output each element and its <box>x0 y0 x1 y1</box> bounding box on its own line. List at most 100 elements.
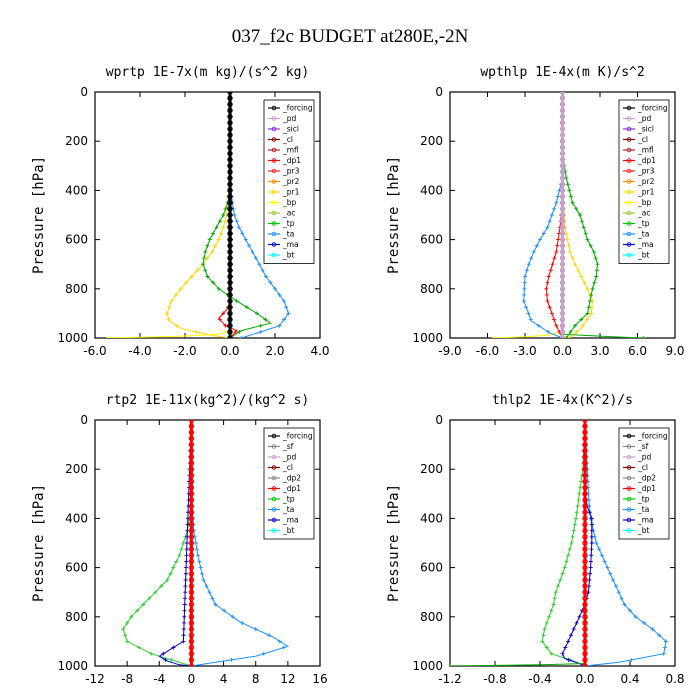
data-point <box>573 262 577 267</box>
legend-entry: _mfl <box>637 146 654 155</box>
data-point <box>213 602 218 607</box>
x-tick-label: 0.0 <box>575 672 594 686</box>
legend-marker <box>626 147 632 153</box>
legend-marker <box>626 168 632 174</box>
data-point <box>184 547 189 552</box>
legend-entry: _pr3 <box>637 167 655 176</box>
data-point <box>579 219 584 224</box>
data-point <box>163 657 168 662</box>
legend-entry: _cl <box>637 135 648 144</box>
data-point <box>195 553 200 558</box>
data-point <box>559 132 566 138</box>
data-point <box>542 627 547 632</box>
y-tick-label: 800 <box>420 610 443 624</box>
legend-marker <box>626 252 632 258</box>
data-point <box>568 249 572 254</box>
data-point <box>273 286 277 291</box>
data-point <box>582 614 588 620</box>
data-point <box>521 299 526 304</box>
legend-marker <box>626 507 632 512</box>
data-point <box>214 225 219 230</box>
legend-entry: _pr1 <box>282 188 300 197</box>
legend-entry: _ac <box>282 209 295 218</box>
data-point <box>546 274 551 279</box>
data-point <box>534 243 539 248</box>
data-point <box>547 305 552 310</box>
data-point <box>559 200 566 206</box>
y-tick-label: 800 <box>420 282 443 296</box>
data-point <box>219 231 223 236</box>
data-point <box>523 274 527 279</box>
data-point <box>592 280 597 285</box>
data-point <box>560 571 565 576</box>
data-point <box>282 299 286 304</box>
data-point <box>227 181 233 187</box>
data-point <box>544 645 549 650</box>
data-point <box>572 522 577 527</box>
legend: _forcing_pd_sicl_cl_mfl_dp1_pr3_pr2_pr1_… <box>618 99 670 264</box>
x-tick-label: 6.0 <box>628 344 647 358</box>
data-point <box>257 262 262 267</box>
legend-entry: _tp <box>282 219 295 228</box>
x-tick-label: 0.4 <box>620 672 639 686</box>
data-point <box>582 601 588 608</box>
legend-marker <box>271 158 277 163</box>
data-point <box>566 639 571 644</box>
legend-marker <box>626 179 632 184</box>
data-point <box>608 571 613 576</box>
data-point <box>141 602 146 607</box>
series-line <box>562 333 644 338</box>
data-point <box>559 144 566 151</box>
x-tick-label: 9.0 <box>665 344 684 358</box>
data-point <box>582 484 588 491</box>
data-point <box>227 138 233 144</box>
y-tick-label: 600 <box>65 233 88 247</box>
panel-title: thlp2 1E-4x(K^2)/s <box>492 393 633 408</box>
data-point <box>588 299 592 304</box>
data-point <box>201 262 205 267</box>
data-point <box>227 132 233 138</box>
legend-entry: _ta <box>282 505 294 514</box>
data-point <box>573 323 577 328</box>
legend-marker <box>271 179 277 184</box>
legend-entry: _forcing <box>282 432 313 441</box>
data-point <box>590 286 595 291</box>
y-tick-label: 400 <box>420 511 443 525</box>
data-point <box>227 212 233 218</box>
legend-entry: _tp <box>282 495 295 504</box>
data-point <box>227 92 233 95</box>
data-point <box>227 335 233 338</box>
data-point <box>186 497 191 502</box>
data-point <box>216 286 221 291</box>
x-tick-label: -6.0 <box>83 344 106 358</box>
data-point <box>582 521 588 528</box>
data-point <box>227 113 233 120</box>
data-point <box>559 95 566 101</box>
data-point <box>582 534 588 540</box>
data-point <box>227 175 233 181</box>
x-tick-label: 3.0 <box>590 344 609 358</box>
data-point <box>240 231 245 236</box>
panel-title: rtp2 1E-11x(kg^2)/(kg^2 s) <box>106 393 310 408</box>
legend-marker <box>626 221 632 226</box>
x-tick-label: -4 <box>153 672 165 686</box>
data-point <box>566 657 571 662</box>
data-point <box>174 323 179 328</box>
legend-entry: _dp1 <box>637 156 656 165</box>
panel-2: wpthlp 1E-4x(m K)/s^2 Pressure [hPa] -9.0 -… <box>386 65 685 358</box>
data-point <box>204 584 209 589</box>
y-tick-label: 600 <box>65 561 88 575</box>
data-point <box>582 583 588 589</box>
data-point <box>585 286 590 291</box>
data-point <box>544 286 549 291</box>
legend-entry: _bt <box>637 251 650 260</box>
data-point <box>565 182 570 187</box>
data-point <box>578 213 582 217</box>
data-point <box>559 316 566 323</box>
data-point <box>551 602 556 607</box>
legend-entry: _dp1 <box>282 484 301 493</box>
data-point <box>574 510 579 515</box>
data-point <box>188 503 195 509</box>
data-point <box>531 249 536 254</box>
data-point <box>524 305 529 310</box>
